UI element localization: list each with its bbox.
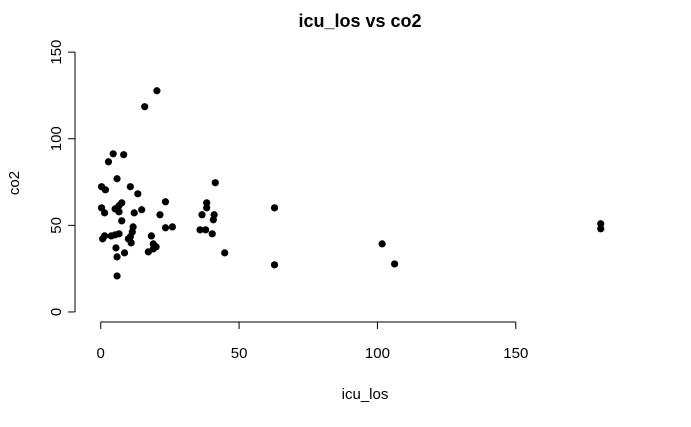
point: [208, 230, 216, 238]
point: [147, 232, 155, 240]
chart-title: icu_los vs co2: [298, 11, 421, 31]
x-tick-label: 0: [97, 345, 105, 362]
point: [597, 225, 605, 233]
point: [101, 186, 110, 194]
point: [161, 198, 170, 206]
x-tick-label: 150: [503, 345, 528, 362]
point: [134, 190, 142, 198]
point: [113, 272, 121, 280]
y-tick-label: 150: [48, 40, 65, 65]
point: [390, 260, 399, 268]
point: [270, 204, 279, 212]
point: [115, 208, 123, 216]
point: [124, 235, 133, 243]
point: [209, 216, 217, 224]
point: [112, 244, 120, 252]
x-axis-label: icu_los: [342, 386, 389, 403]
point: [203, 199, 211, 207]
point: [153, 87, 161, 95]
point: [144, 248, 152, 256]
y-tick-label: 50: [48, 217, 65, 234]
point: [104, 158, 113, 166]
point: [113, 175, 121, 183]
point: [130, 209, 138, 217]
point: [118, 217, 126, 225]
point: [156, 211, 164, 219]
point: [109, 150, 117, 158]
point: [168, 223, 176, 231]
point: [141, 103, 149, 111]
point: [152, 243, 160, 251]
point: [101, 232, 109, 240]
point: [115, 230, 123, 238]
point: [161, 224, 170, 232]
y-tick-label: 0: [48, 308, 65, 316]
point: [196, 226, 204, 234]
point: [202, 226, 210, 234]
point: [120, 249, 129, 257]
point: [198, 211, 206, 219]
y-tick-label: 100: [48, 126, 65, 151]
point: [138, 206, 146, 214]
point: [126, 183, 134, 191]
point: [221, 249, 229, 257]
point: [597, 220, 605, 228]
point: [378, 240, 386, 248]
point: [211, 179, 219, 187]
x-tick-label: 50: [231, 345, 248, 362]
point: [118, 199, 126, 207]
x-tick-label: 100: [365, 345, 390, 362]
point: [113, 253, 121, 261]
point: [120, 151, 128, 159]
point: [203, 204, 211, 212]
y-axis-label: co2: [6, 171, 23, 195]
point: [107, 232, 115, 240]
point: [101, 209, 109, 217]
point: [270, 261, 279, 269]
